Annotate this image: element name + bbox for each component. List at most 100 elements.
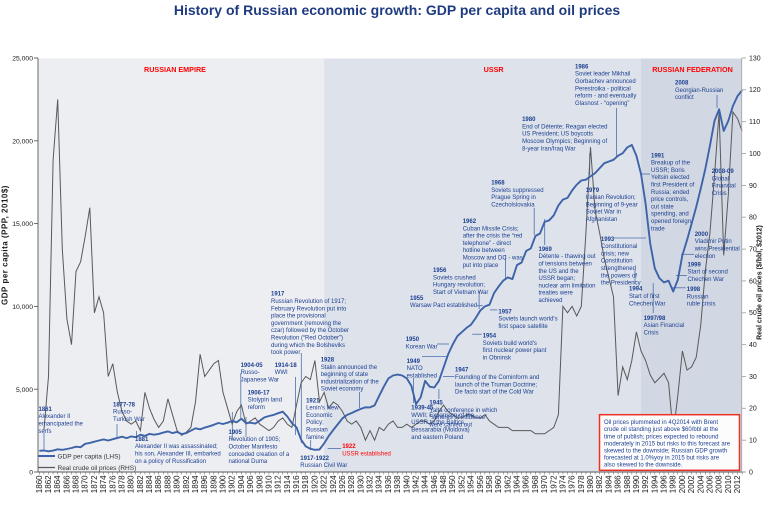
svg-text:1939-45: 1939-45 [411, 406, 434, 412]
svg-text:the powers of: the powers of [601, 273, 637, 279]
svg-text:USSR established: USSR established [342, 451, 391, 457]
svg-text:Cuban Missile Crisis;: Cuban Missile Crisis; [463, 226, 519, 232]
svg-text:strengthened: strengthened [601, 266, 636, 272]
svg-text:Détente - thawing out: Détente - thawing out [539, 254, 596, 260]
svg-text:1904: 1904 [237, 475, 246, 493]
svg-text:hotline between: hotline between [463, 248, 505, 254]
svg-text:wins Presidential: wins Presidential [694, 247, 740, 253]
svg-text:czar) followed by the October: czar) followed by the October [271, 328, 349, 334]
svg-text:1934: 1934 [375, 475, 384, 493]
svg-text:Russian Revolution of 1917;: Russian Revolution of 1917; [271, 299, 346, 305]
svg-text:1882: 1882 [136, 475, 145, 493]
svg-text:RUSSIAN EMPIRE: RUSSIAN EMPIRE [144, 65, 206, 74]
svg-text:Crisis: Crisis [644, 330, 659, 336]
svg-text:Korean War: Korean War [406, 344, 438, 350]
svg-text:20: 20 [749, 406, 757, 413]
svg-text:1890: 1890 [173, 475, 182, 493]
svg-text:1991: 1991 [651, 153, 665, 159]
svg-text:reform: reform [248, 405, 265, 411]
svg-text:Yeltsin elected: Yeltsin elected [651, 175, 689, 181]
svg-text:1988: 1988 [623, 475, 632, 493]
svg-text:Founding of the Cominform and: Founding of the Cominform and [455, 375, 539, 381]
svg-text:1949: 1949 [407, 359, 421, 365]
svg-text:Financial: Financial [712, 184, 736, 190]
svg-text:Japanese War: Japanese War [241, 378, 279, 384]
svg-text:1868: 1868 [72, 475, 81, 493]
svg-text:Yalta conference in which: Yalta conference in which [429, 408, 497, 414]
svg-text:the US and the: the US and the [539, 269, 580, 275]
svg-text:Global: Global [712, 176, 729, 182]
svg-text:1878: 1878 [117, 475, 126, 493]
svg-text:1861: 1861 [39, 407, 53, 413]
svg-text:USSR began;: USSR began; [539, 276, 576, 282]
svg-text:Lenin's New: Lenin's New [306, 406, 339, 412]
svg-text:1896: 1896 [200, 475, 209, 493]
svg-text:1962: 1962 [503, 475, 512, 493]
svg-text:1944: 1944 [421, 475, 430, 493]
svg-text:1998: 1998 [687, 287, 701, 293]
svg-text:1976: 1976 [568, 475, 577, 493]
svg-text:launch of the Truman Doctrine;: launch of the Truman Doctrine; [455, 382, 537, 388]
svg-text:30: 30 [749, 374, 757, 381]
svg-text:established: established [407, 373, 437, 379]
svg-text:Russian Civil War: Russian Civil War [300, 463, 347, 469]
svg-text:Iranian Revolution;: Iranian Revolution; [586, 195, 636, 201]
svg-text:“spheres of influence”: “spheres of influence” [429, 415, 487, 421]
svg-text:2008: 2008 [675, 81, 689, 87]
svg-text:Start of Vietnam War: Start of Vietnam War [433, 290, 488, 296]
svg-text:1888: 1888 [163, 475, 172, 493]
svg-text:1964: 1964 [513, 475, 522, 493]
svg-text:1946: 1946 [430, 475, 439, 493]
svg-text:Soviets launch world's: Soviets launch world's [498, 317, 557, 323]
svg-text:1950: 1950 [406, 337, 420, 343]
svg-text:NATO: NATO [407, 366, 423, 372]
svg-text:1997/98: 1997/98 [644, 316, 666, 322]
svg-text:25,000: 25,000 [12, 56, 33, 63]
svg-text:1894: 1894 [191, 475, 200, 493]
svg-text:1954: 1954 [483, 334, 497, 340]
svg-text:Perestroika - political: Perestroika - political [575, 86, 631, 92]
svg-text:Revolution (“Red October”): Revolution (“Red October”) [271, 336, 343, 342]
svg-text:1993: 1993 [601, 237, 615, 243]
svg-text:1940: 1940 [402, 475, 411, 493]
svg-text:conflict: conflict [675, 95, 694, 101]
svg-text:1948: 1948 [439, 475, 448, 493]
svg-text:first President of: first President of [651, 183, 695, 189]
svg-text:Bessarabia (Moldova): Bessarabia (Moldova) [411, 428, 469, 434]
svg-text:Vladimir Putin: Vladimir Putin [695, 239, 732, 245]
svg-text:1974: 1974 [558, 475, 567, 493]
svg-text:Alexander II was assassinated;: Alexander II was assassinated; [135, 444, 218, 450]
svg-text:Soviets suppressed: Soviets suppressed [491, 188, 543, 194]
svg-text:10: 10 [749, 438, 757, 445]
svg-text:2012: 2012 [733, 475, 742, 493]
svg-text:Glasnost - “opening”: Glasnost - “opening” [575, 101, 629, 107]
svg-text:Real crude oil prices (RHS): Real crude oil prices (RHS) [58, 465, 137, 472]
svg-text:1910: 1910 [264, 475, 273, 493]
svg-text:1992: 1992 [641, 475, 650, 493]
svg-text:1874: 1874 [99, 475, 108, 493]
svg-text:100: 100 [749, 151, 761, 158]
svg-text:1886: 1886 [154, 475, 163, 493]
svg-text:1906-17: 1906-17 [248, 390, 271, 396]
svg-text:1982: 1982 [595, 475, 604, 493]
svg-text:1914-18: 1914-18 [275, 363, 298, 369]
svg-text:2010: 2010 [724, 475, 733, 493]
svg-text:Soviets build world's: Soviets build world's [483, 341, 537, 347]
svg-text:1968: 1968 [491, 181, 505, 187]
svg-text:the Presidency: the Presidency [601, 281, 641, 287]
svg-text:1952: 1952 [457, 475, 466, 493]
svg-text:Moscow Olympics; Beginning of: Moscow Olympics; Beginning of [522, 139, 607, 145]
svg-text:Soviet War in: Soviet War in [586, 210, 621, 216]
svg-text:place the provisional: place the provisional [271, 314, 326, 320]
svg-text:1998: 1998 [669, 475, 678, 493]
svg-text:Start of second: Start of second [688, 270, 728, 276]
svg-text:1904-05: 1904-05 [241, 363, 264, 369]
svg-text:Chechen War: Chechen War [629, 301, 665, 307]
svg-text:1917: 1917 [271, 292, 285, 298]
svg-text:Czecholslovakia: Czecholslovakia [491, 202, 535, 208]
svg-text:1900: 1900 [219, 475, 228, 493]
svg-text:GDP per capita (LHS): GDP per capita (LHS) [58, 453, 121, 460]
svg-text:serfs: serfs [39, 429, 52, 435]
svg-text:WWI: WWI [275, 370, 288, 376]
svg-text:spending, and: spending, and [651, 212, 689, 218]
